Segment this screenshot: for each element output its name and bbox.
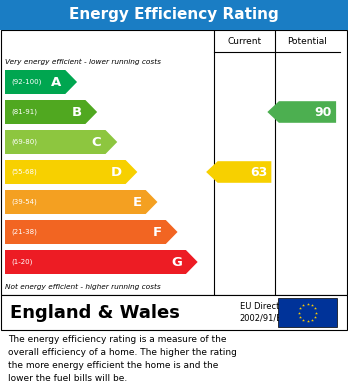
Text: D: D (110, 165, 121, 179)
Polygon shape (5, 70, 77, 94)
Text: EU Directive
2002/91/EC: EU Directive 2002/91/EC (239, 302, 292, 323)
Text: (81-91): (81-91) (11, 109, 37, 115)
Text: 90: 90 (315, 106, 332, 118)
Text: (21-38): (21-38) (11, 229, 37, 235)
Polygon shape (5, 190, 157, 214)
Polygon shape (5, 160, 137, 184)
Polygon shape (206, 161, 271, 183)
Text: Potential: Potential (287, 36, 327, 45)
Bar (0, 0, 348, 30)
Polygon shape (5, 220, 177, 244)
Polygon shape (5, 100, 97, 124)
Polygon shape (5, 130, 117, 154)
Text: B: B (71, 106, 81, 118)
Text: F: F (153, 226, 162, 239)
Bar (1, 295, 347, 330)
Text: Current: Current (228, 36, 262, 45)
Text: 63: 63 (250, 165, 267, 179)
Text: C: C (92, 136, 102, 149)
Text: (69-80): (69-80) (11, 139, 37, 145)
Text: G: G (171, 255, 182, 269)
Text: Not energy efficient - higher running costs: Not energy efficient - higher running co… (5, 284, 161, 290)
Text: (39-54): (39-54) (11, 199, 37, 205)
Text: (1-20): (1-20) (11, 259, 32, 265)
Text: Energy Efficiency Rating: Energy Efficiency Rating (69, 7, 279, 23)
Bar (1, 30, 347, 295)
Text: (92-100): (92-100) (11, 79, 41, 85)
Bar (278, 298, 337, 327)
Polygon shape (5, 250, 198, 274)
Text: (55-68): (55-68) (11, 169, 37, 175)
Text: A: A (51, 75, 61, 88)
Text: The energy efficiency rating is a measure of the
overall efficiency of a home. T: The energy efficiency rating is a measur… (8, 335, 237, 382)
Text: E: E (133, 196, 142, 208)
Polygon shape (267, 101, 336, 123)
Text: England & Wales: England & Wales (10, 303, 180, 321)
Text: Very energy efficient - lower running costs: Very energy efficient - lower running co… (5, 59, 161, 65)
